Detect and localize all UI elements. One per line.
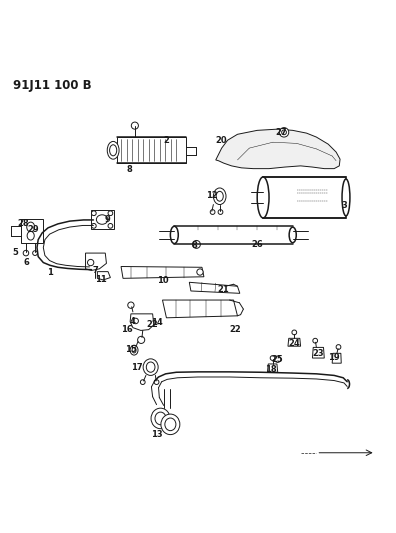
Polygon shape (263, 177, 346, 218)
Circle shape (108, 211, 113, 215)
Ellipse shape (342, 179, 350, 216)
Circle shape (313, 338, 318, 343)
Text: 9: 9 (105, 215, 110, 224)
Text: 4: 4 (130, 317, 136, 326)
Circle shape (210, 209, 215, 214)
Circle shape (336, 345, 341, 349)
Text: 17: 17 (131, 362, 143, 372)
Ellipse shape (110, 145, 117, 156)
Polygon shape (312, 348, 324, 358)
Polygon shape (288, 338, 301, 346)
Polygon shape (267, 364, 278, 372)
Circle shape (218, 209, 223, 214)
Circle shape (88, 260, 94, 266)
Circle shape (128, 302, 134, 308)
Text: 24: 24 (289, 339, 301, 348)
Ellipse shape (170, 226, 178, 244)
Circle shape (91, 223, 96, 228)
Text: 8: 8 (191, 241, 197, 250)
Ellipse shape (213, 188, 226, 205)
Text: 14: 14 (151, 318, 162, 327)
Polygon shape (216, 129, 340, 168)
Circle shape (91, 211, 96, 215)
Ellipse shape (289, 227, 296, 243)
Polygon shape (121, 266, 204, 278)
Ellipse shape (155, 412, 166, 425)
Circle shape (32, 251, 37, 255)
Ellipse shape (96, 215, 108, 224)
Circle shape (133, 318, 139, 324)
Polygon shape (91, 210, 114, 229)
Text: 2: 2 (164, 136, 169, 145)
Text: 19: 19 (328, 353, 340, 362)
Text: 26: 26 (251, 240, 263, 249)
Text: 28: 28 (18, 219, 29, 228)
Circle shape (138, 336, 145, 343)
Polygon shape (21, 219, 43, 243)
Circle shape (292, 330, 297, 335)
Text: 3: 3 (341, 201, 347, 210)
Circle shape (274, 356, 281, 362)
Circle shape (108, 223, 113, 228)
Ellipse shape (161, 414, 180, 434)
Ellipse shape (132, 348, 136, 353)
Text: 6: 6 (23, 258, 29, 267)
Circle shape (141, 379, 145, 384)
Text: 22: 22 (147, 320, 158, 329)
Circle shape (131, 122, 139, 129)
Ellipse shape (216, 191, 223, 201)
Text: 13: 13 (151, 430, 162, 439)
Polygon shape (162, 300, 238, 318)
Text: 27: 27 (275, 128, 287, 137)
Text: 10: 10 (157, 276, 168, 285)
Ellipse shape (151, 408, 170, 429)
Circle shape (154, 379, 159, 384)
Ellipse shape (27, 231, 34, 240)
Text: 11: 11 (95, 274, 107, 284)
Circle shape (282, 130, 286, 135)
Circle shape (192, 240, 200, 248)
Text: 5: 5 (13, 248, 19, 257)
Circle shape (23, 251, 29, 256)
Polygon shape (130, 314, 154, 330)
Polygon shape (86, 253, 107, 270)
Text: 22: 22 (230, 325, 242, 334)
Polygon shape (332, 353, 341, 363)
Polygon shape (117, 138, 186, 163)
Text: 16: 16 (121, 325, 133, 334)
Text: 1: 1 (47, 268, 53, 277)
Text: 12: 12 (206, 191, 218, 200)
Polygon shape (97, 272, 110, 280)
Ellipse shape (143, 359, 158, 375)
Text: 21: 21 (218, 285, 230, 294)
Circle shape (197, 269, 203, 275)
Text: 25: 25 (271, 355, 283, 364)
Ellipse shape (130, 345, 138, 355)
Text: 7: 7 (93, 266, 98, 275)
Text: 29: 29 (27, 225, 39, 235)
Text: 23: 23 (312, 349, 324, 358)
Text: 15: 15 (125, 345, 137, 354)
Ellipse shape (165, 418, 176, 431)
Polygon shape (189, 282, 240, 293)
Circle shape (270, 356, 275, 360)
Ellipse shape (257, 177, 269, 218)
Text: 18: 18 (265, 365, 277, 374)
Text: 8: 8 (126, 165, 132, 174)
Circle shape (279, 127, 289, 137)
Text: 91J11 100 B: 91J11 100 B (13, 79, 91, 92)
Ellipse shape (107, 141, 119, 159)
Ellipse shape (146, 362, 155, 372)
Ellipse shape (27, 222, 34, 232)
Text: 20: 20 (216, 136, 227, 145)
